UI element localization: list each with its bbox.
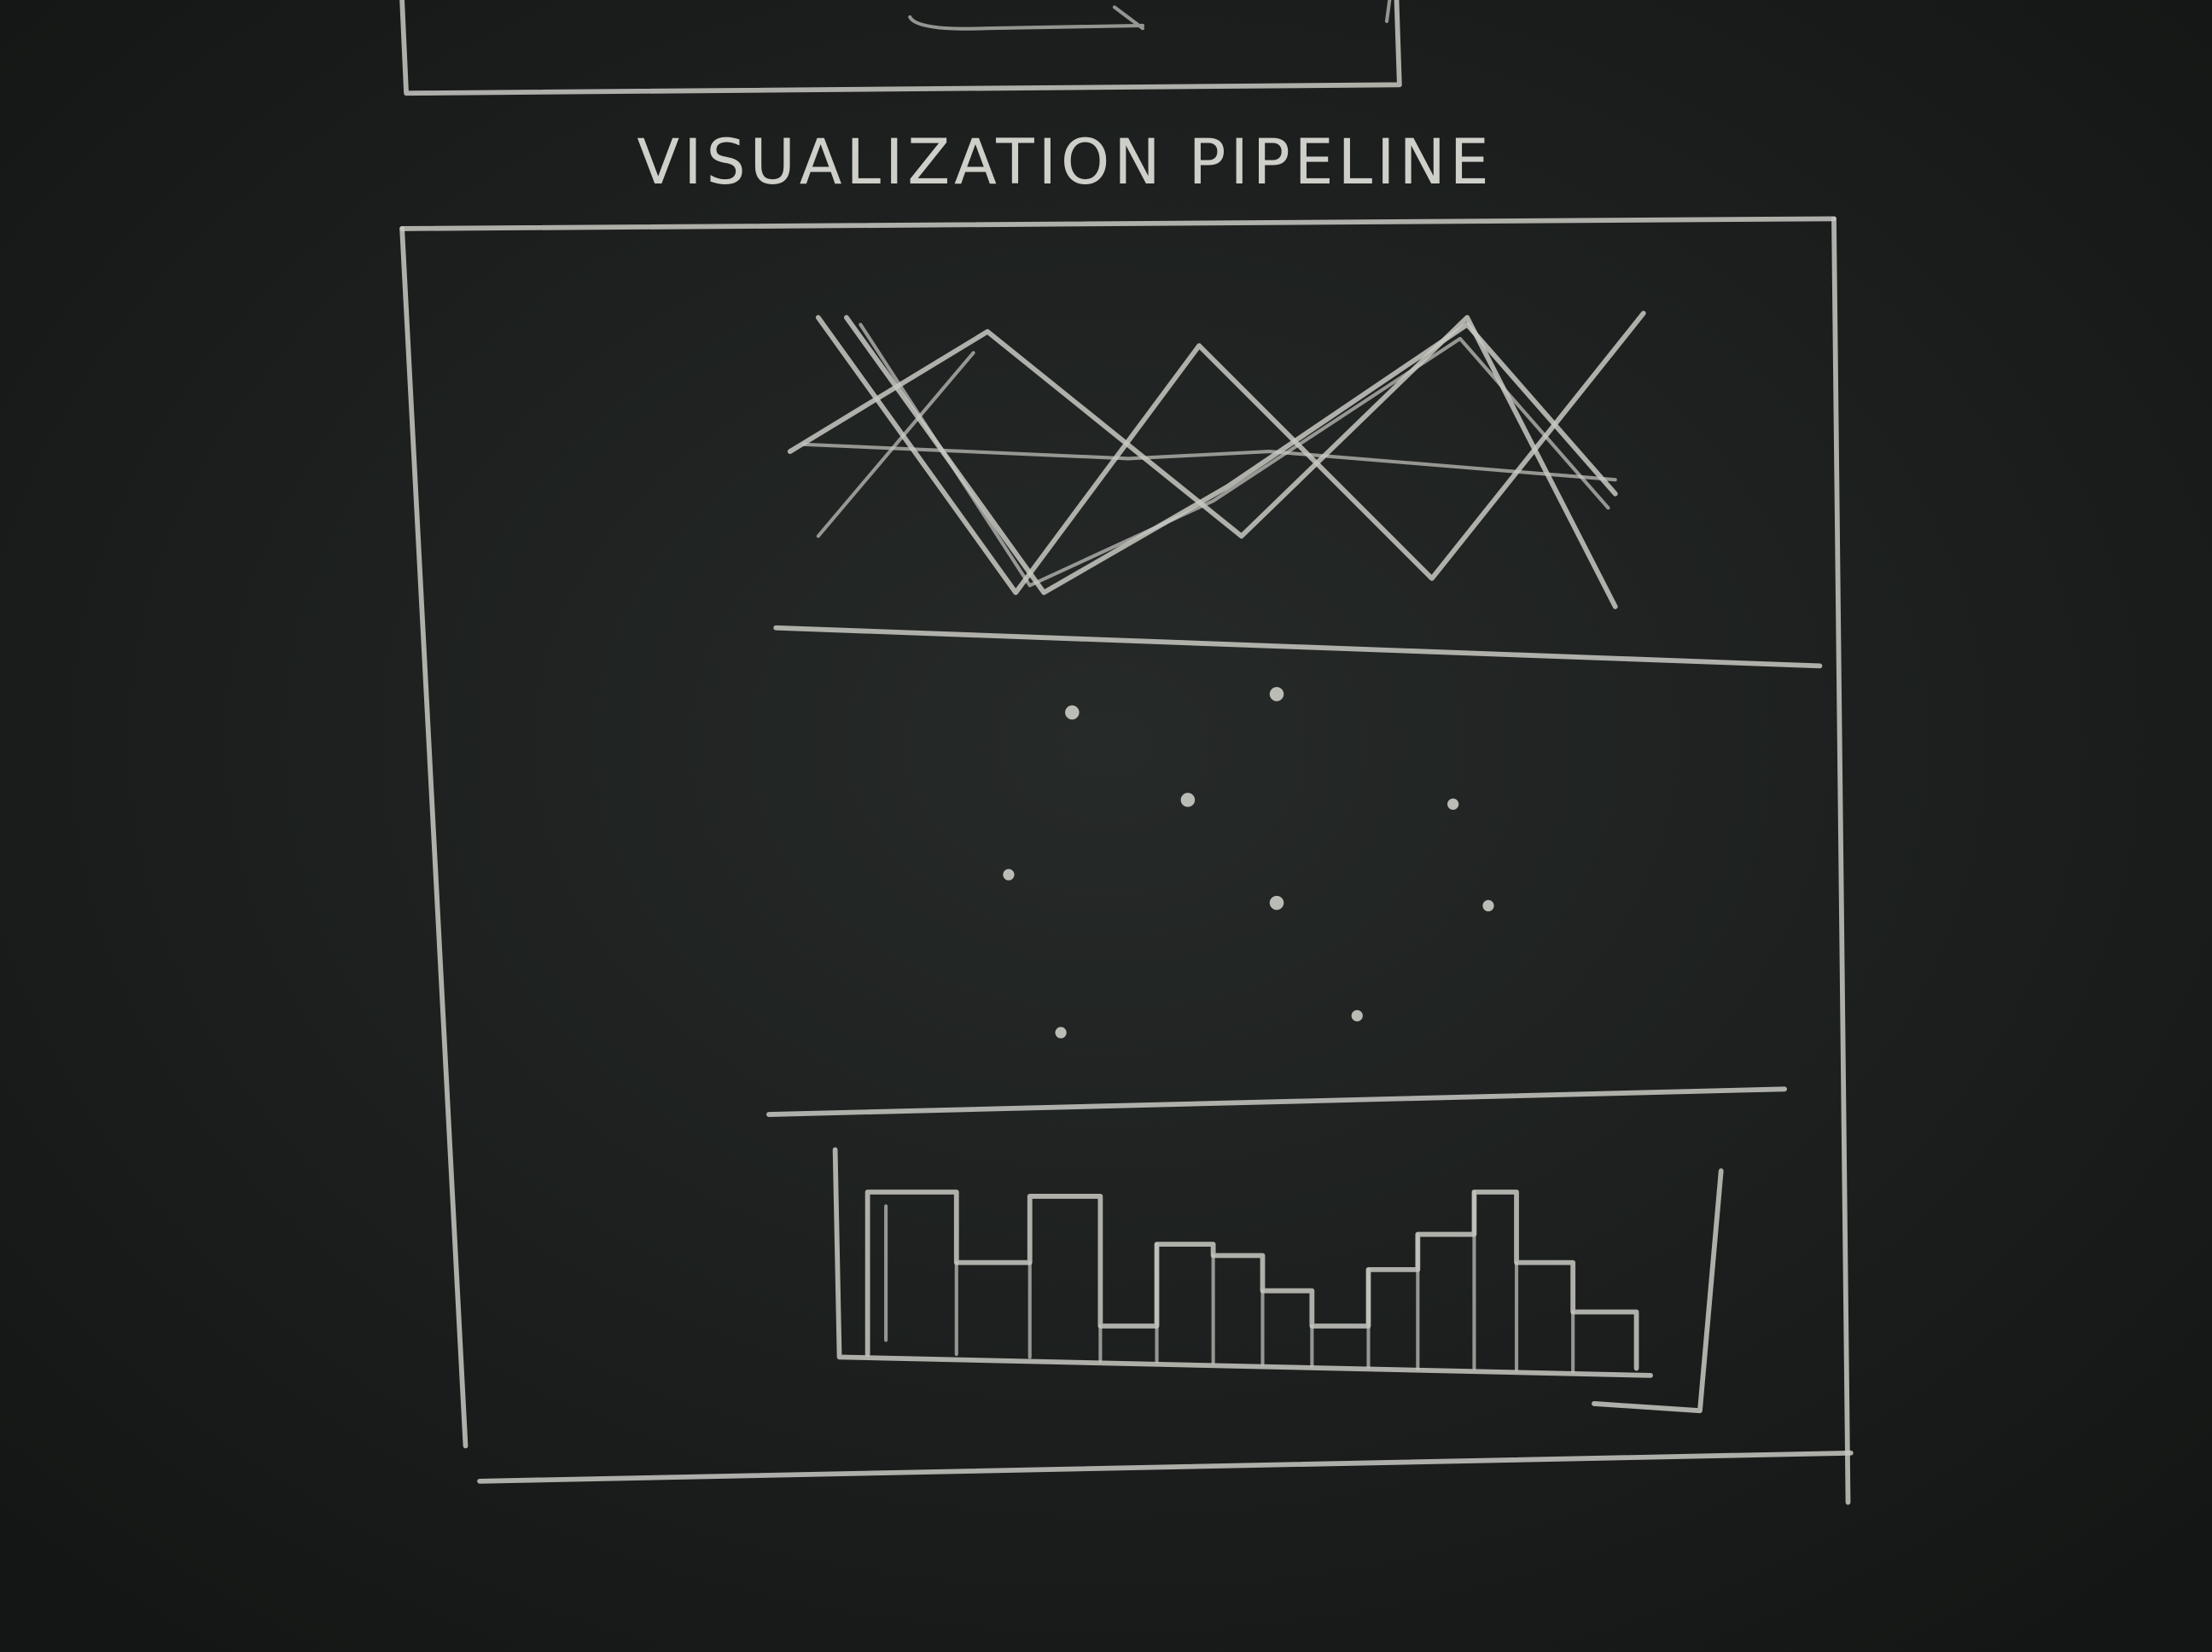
title: VISUALIZATION PIPELINE bbox=[637, 126, 1493, 199]
divider bbox=[773, 625, 1823, 669]
divider bbox=[766, 1086, 1788, 1117]
scatter-sketch bbox=[1003, 687, 1494, 1038]
pipeline-frame bbox=[399, 216, 1854, 1505]
histogram-sketch bbox=[832, 1147, 1724, 1414]
previous-sketch bbox=[399, 0, 1402, 96]
line-sketch bbox=[787, 311, 1646, 609]
